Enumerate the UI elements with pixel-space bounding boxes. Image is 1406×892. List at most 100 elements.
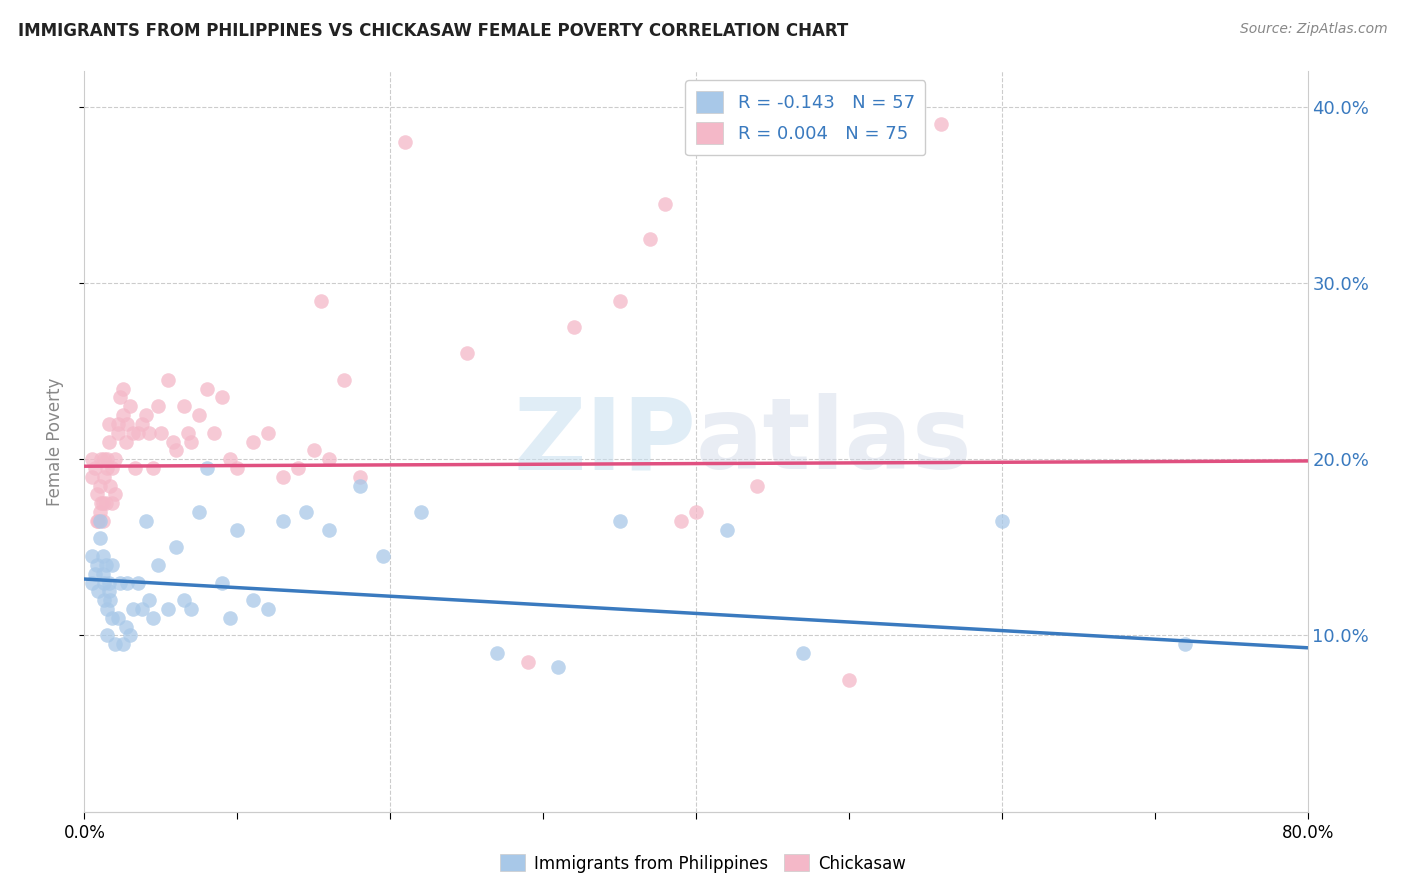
Point [91,549,114,563]
Point [165,541,187,555]
Point [107,425,129,440]
Point [138,593,160,607]
Point [211,391,233,405]
Legend: Immigrants from Philippines, Chickasaw: Immigrants from Philippines, Chickasaw [494,847,912,880]
Point [226,461,249,475]
Point [122,602,145,616]
Point [127,575,149,590]
Point [180,434,202,449]
Point [93,452,115,467]
Point [716,100,738,114]
Point [94,496,117,510]
Point [120,628,142,642]
Point [135,408,157,422]
Point [90,496,112,510]
Point [104,452,127,467]
Point [86,558,108,572]
Point [120,399,142,413]
Point [638,232,661,246]
Point [547,660,569,674]
Point [90,452,112,467]
Point [124,461,146,475]
Point [409,505,432,519]
Point [84,566,107,581]
Point [127,425,149,440]
Point [654,196,676,211]
Point [311,293,333,308]
Point [97,584,120,599]
Point [349,478,371,492]
Point [97,434,120,449]
Point [107,611,129,625]
Point [114,434,136,449]
Point [516,655,538,669]
Point [202,425,225,440]
Point [318,452,340,467]
Point [96,602,118,616]
Point [131,602,153,616]
Point [98,593,121,607]
Point [114,619,136,633]
Point [157,373,180,387]
Point [226,523,249,537]
Point [89,478,111,492]
Point [242,593,264,607]
Point [394,135,416,149]
Point [111,408,134,422]
Point [94,558,117,572]
Point [271,470,294,484]
Point [318,523,340,537]
Text: atlas: atlas [696,393,973,490]
Point [456,346,478,360]
Point [86,487,108,501]
Point [96,452,118,467]
Point [146,399,169,413]
Point [89,532,111,546]
Point [149,425,172,440]
Point [157,602,180,616]
Point [287,461,309,475]
Point [91,496,114,510]
Text: IMMIGRANTS FROM PHILIPPINES VS CHICKASAW FEMALE POVERTY CORRELATION CHART: IMMIGRANTS FROM PHILIPPINES VS CHICKASAW… [18,22,849,40]
Point [93,470,115,484]
Point [188,408,211,422]
Point [991,514,1014,528]
Point [138,425,160,440]
Point [80,452,103,467]
Point [146,558,169,572]
Point [104,637,127,651]
Point [609,514,631,528]
Point [91,566,114,581]
Point [195,461,218,475]
Point [89,505,111,519]
Point [98,478,121,492]
Point [218,452,240,467]
Point [108,391,131,405]
Point [562,320,585,334]
Point [685,505,707,519]
Point [165,443,187,458]
Point [257,602,280,616]
Legend: R = -0.143   N = 57, R = 0.004   N = 75: R = -0.143 N = 57, R = 0.004 N = 75 [685,80,925,155]
Point [80,575,103,590]
Point [111,637,134,651]
Text: Source: ZipAtlas.com: Source: ZipAtlas.com [1240,22,1388,37]
Point [104,487,127,501]
Point [173,593,195,607]
Point [162,434,184,449]
Point [93,575,115,590]
Point [84,461,107,475]
Point [87,514,110,528]
Point [97,575,120,590]
Point [101,496,124,510]
Point [180,602,202,616]
Point [295,505,318,519]
Point [716,523,738,537]
Point [115,417,138,431]
Text: ZIP: ZIP [513,393,696,490]
Point [96,461,118,475]
Point [101,461,124,475]
Point [107,417,129,431]
Point [93,593,115,607]
Point [108,575,131,590]
